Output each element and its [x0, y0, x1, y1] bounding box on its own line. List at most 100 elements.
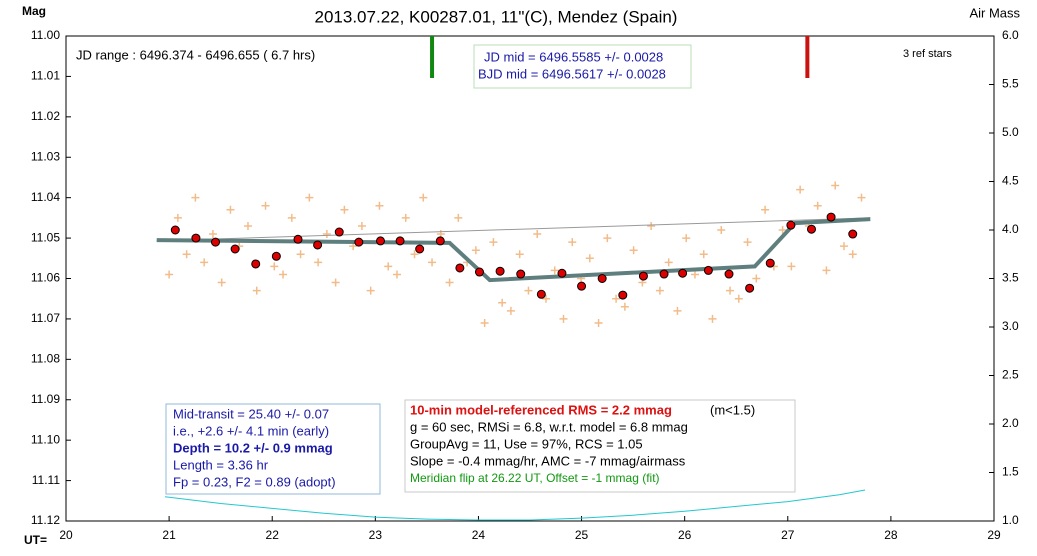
x-axis-label: UT=: [24, 533, 47, 547]
binned-point: [597, 274, 607, 283]
observation: [243, 221, 252, 230]
observation: [208, 230, 217, 239]
y2-tick-label: 5.0: [1002, 125, 1019, 139]
observation: [191, 193, 200, 202]
y-axis-label: Mag: [22, 4, 46, 18]
observation: [428, 258, 437, 267]
observation: [559, 314, 568, 323]
observation: [787, 262, 796, 271]
observation: [314, 258, 323, 267]
binned-point: [191, 233, 201, 243]
y-tick-label: 11.01: [31, 69, 60, 83]
observation: [252, 286, 261, 295]
rms-note: (m<1.5): [710, 402, 755, 417]
binned-point: [745, 283, 755, 293]
y2-tick-label: 5.5: [1002, 77, 1019, 91]
y-tick-label: 11.06: [31, 271, 60, 285]
y2-tick-label: 6.0: [1002, 28, 1019, 42]
observation: [515, 250, 524, 259]
observation: [270, 262, 279, 271]
stats-box: [404, 399, 796, 493]
depth: Depth = 10.2 +/- 0.9 mmag: [173, 440, 333, 455]
binned-point: [536, 289, 546, 299]
observation: [322, 230, 331, 239]
observation: [541, 294, 550, 303]
x-tick-label: 28: [884, 528, 898, 542]
binned-point: [703, 265, 713, 275]
observation: [182, 250, 191, 259]
y-tick-label: 11.03: [31, 149, 60, 163]
meridian: Meridian flip at 26.22 UT, Offset = -1 m…: [410, 471, 660, 485]
y-tick-label: 11.11: [32, 473, 61, 487]
observation: [533, 230, 542, 239]
binned-point: [334, 227, 344, 237]
binned-point: [577, 281, 587, 291]
binned-point: [455, 263, 465, 273]
y2-tick-label: 4.5: [1002, 174, 1019, 188]
y2-axis-label: Air Mass: [969, 5, 1020, 20]
observation: [743, 238, 752, 247]
binned-point: [806, 224, 816, 234]
binned-point: [251, 259, 261, 269]
observation: [822, 266, 831, 275]
binned-point: [293, 234, 303, 244]
observation: [761, 205, 770, 214]
binned-point: [474, 267, 484, 277]
observation: [585, 254, 594, 263]
binned-point: [313, 240, 323, 250]
y2-tick-label: 2.5: [1002, 368, 1019, 382]
x-tick-label: 29: [987, 528, 1001, 542]
binned-point: [230, 244, 240, 254]
observation: [217, 278, 226, 287]
observation: [813, 201, 822, 210]
mid-transit: Mid-transit = 25.40 +/- 0.07: [173, 406, 329, 421]
observation: [603, 234, 612, 243]
observation: [796, 185, 805, 194]
y-tick-label: 11.05: [31, 230, 60, 244]
y2-tick-label: 1.5: [1002, 465, 1019, 479]
observation: [647, 221, 656, 230]
binned-point: [170, 225, 180, 235]
observation: [357, 221, 366, 230]
observation: [200, 258, 209, 267]
observation: [664, 258, 673, 267]
x-tick-label: 26: [678, 528, 692, 542]
observation: [498, 298, 507, 307]
binned-point: [495, 266, 505, 276]
y2-tick-label: 3.5: [1002, 271, 1019, 285]
ref-stars: 3 ref stars: [903, 48, 952, 60]
binned-point: [724, 269, 734, 279]
observation: [165, 270, 174, 279]
binned-point: [395, 236, 405, 246]
binned-point: [375, 236, 385, 246]
fp: Fp = 0.23, F2 = 0.89 (adopt): [173, 474, 336, 489]
observation: [699, 250, 708, 259]
observation: [839, 242, 848, 251]
observation: [410, 250, 419, 259]
observation: [419, 193, 428, 202]
observation: [226, 205, 235, 214]
observation: [524, 286, 533, 295]
y-tick-label: 11.02: [31, 109, 60, 123]
observation: [682, 234, 691, 243]
observation: [471, 246, 480, 255]
observation: [506, 306, 515, 315]
observation: [340, 205, 349, 214]
x-tick-label: 23: [369, 528, 383, 542]
x-tick-label: 24: [472, 528, 486, 542]
observation: [375, 201, 384, 210]
y-tick-label: 11.08: [31, 352, 60, 366]
jd-mid: JD mid = 6496.5585 +/- 0.0028: [484, 49, 663, 64]
observation: [708, 314, 717, 323]
observation: [831, 181, 840, 190]
observation: [726, 286, 735, 295]
binned-point: [678, 268, 688, 278]
y-tick-label: 11.04: [31, 190, 60, 204]
binned-point: [638, 271, 648, 281]
binned-point: [435, 236, 445, 246]
binned-point: [826, 212, 836, 222]
observation: [568, 238, 577, 247]
y-tick-label: 11.09: [31, 392, 60, 406]
x-tick-label: 20: [59, 528, 73, 542]
line-series: [164, 489, 866, 521]
